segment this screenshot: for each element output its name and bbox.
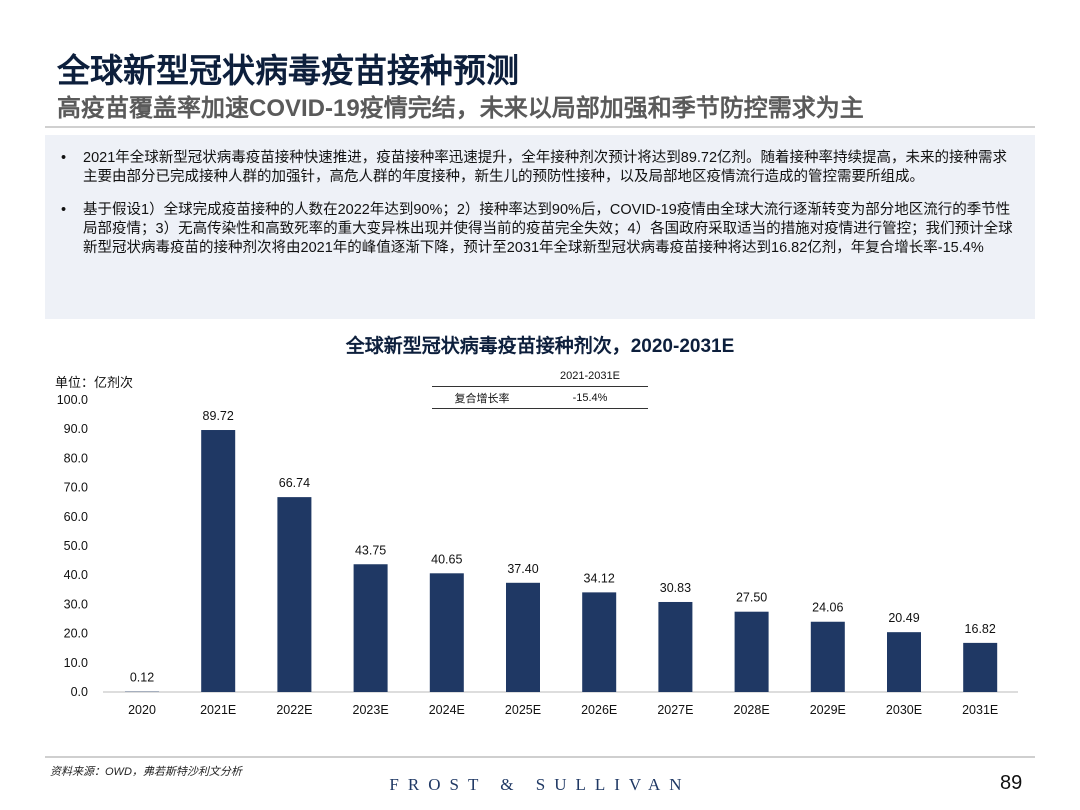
data-label: 40.65 [431,552,462,566]
y-tick-label: 10.0 [64,656,88,670]
y-tick-label: 100.0 [57,393,88,407]
bullet-2: 基于假设1）全球完成疫苗接种的人数在2022年达到90%；2）接种率达到90%后… [61,201,1015,258]
x-tick-label: 2025E [505,703,541,717]
data-label: 37.40 [507,562,538,576]
bar [277,497,312,692]
y-tick-label: 80.0 [64,451,88,465]
y-tick-label: 50.0 [64,539,88,553]
page-subtitle: 高疫苗覆盖率加速COVID-19疫情完结，未来以局部加强和季节防控需求为主 [57,95,864,122]
bar [429,573,464,692]
bar [201,430,236,692]
cagr-header: 2021-2031E [560,369,620,382]
bar [353,564,388,692]
source-note: 资料来源：OWD，弗若斯特沙利文分析 [50,766,242,778]
cagr-table: 2021-2031E 复合增长率 -15.4% [432,365,648,409]
summary-box: 2021年全球新型冠状病毒疫苗接种快速推进，疫苗接种率迅速提升，全年接种剂次预计… [45,135,1035,319]
frost-sullivan-logo: FROST & SULLIVAN [389,775,691,794]
data-label: 89.72 [203,409,234,423]
page-title: 全球新型冠状病毒疫苗接种预测 [57,52,519,89]
x-tick-label: 2030E [886,703,922,717]
bar [887,632,921,692]
bar [658,601,693,692]
x-tick-label: 2029E [810,703,846,717]
data-label: 20.49 [888,611,919,625]
x-tick-label: 2022E [276,703,312,717]
data-label: 16.82 [965,622,996,636]
x-tick-label: 2023E [353,703,389,717]
y-tick-label: 0.0 [71,685,88,699]
cagr-label: 复合增长率 [454,392,510,405]
y-tick-label: 30.0 [64,597,88,611]
bullet-1: 2021年全球新型冠状病毒疫苗接种快速推进，疫苗接种率迅速提升，全年接种剂次预计… [61,149,1015,187]
y-axis-unit: 单位：亿剂次 [55,375,134,390]
bar [582,592,617,692]
data-label: 0.12 [130,671,154,685]
data-label: 24.06 [812,601,843,615]
bar [963,642,998,692]
y-tick-label: 20.0 [64,627,88,641]
x-tick-label: 2028E [734,703,770,717]
data-label: 30.83 [660,581,691,595]
data-label: 66.74 [279,476,310,490]
cagr-value: -15.4% [572,391,608,404]
page-number: 89 [1000,772,1023,794]
y-tick-label: 70.0 [64,481,88,495]
bar [506,582,540,692]
divider [45,126,1035,128]
bar [734,611,769,692]
x-tick-label: 2024E [429,703,465,717]
y-tick-label: 90.0 [64,422,88,436]
data-label: 34.12 [584,571,615,585]
bar [810,621,845,692]
data-label: 27.50 [736,591,767,605]
y-tick-label: 40.0 [64,568,88,582]
x-tick-label: 2020 [128,703,156,717]
y-tick-label: 60.0 [64,510,88,524]
x-tick-label: 2031E [962,703,998,717]
footer-divider [45,756,1035,758]
x-tick-label: 2027E [657,703,693,717]
x-tick-label: 2021E [200,703,236,717]
x-tick-label: 2026E [581,703,617,717]
data-label: 43.75 [355,543,386,557]
chart-title: 全球新型冠状病毒疫苗接种剂次，2020-2031E [345,336,735,357]
